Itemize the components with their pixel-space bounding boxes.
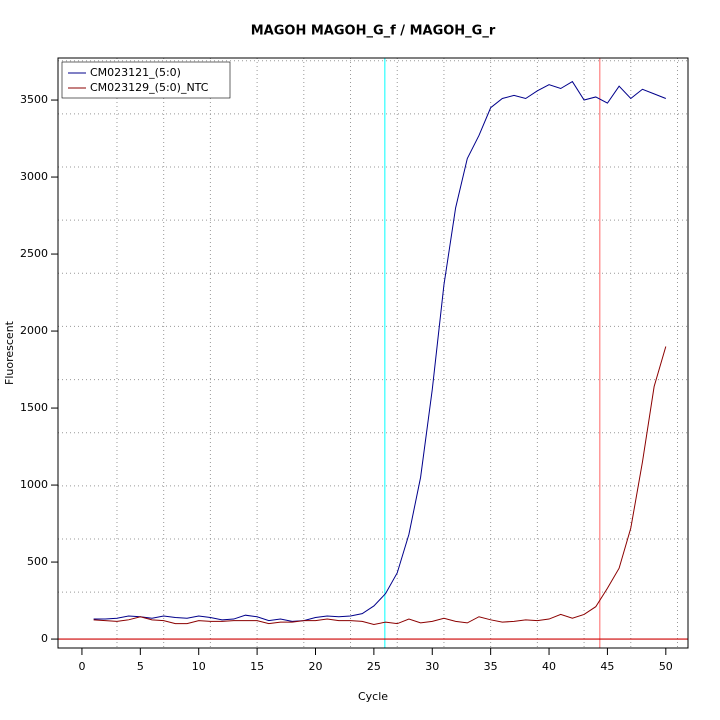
- legend-label: CM023129_(5:0)_NTC: [90, 81, 209, 94]
- x-tick-label: 30: [425, 660, 439, 673]
- series-line: [93, 346, 667, 625]
- x-axis-label: Cycle: [358, 690, 388, 703]
- legend-box: [61, 61, 231, 99]
- x-tick-label: 20: [308, 660, 322, 673]
- x-tick-label: 40: [542, 660, 556, 673]
- y-tick-label: 500: [27, 555, 48, 568]
- x-tick-label: 10: [192, 660, 206, 673]
- x-tick-label: 5: [137, 660, 144, 673]
- x-tick-label: 15: [250, 660, 264, 673]
- legend-label: CM023121_(5:0): [90, 66, 181, 79]
- x-tick-label: 25: [367, 660, 381, 673]
- y-axis-label: Fluorescent: [3, 320, 16, 385]
- y-tick-label: 2000: [20, 324, 48, 337]
- x-tick-label: 45: [600, 660, 614, 673]
- y-tick-label: 3000: [20, 170, 48, 183]
- x-tick-label: 50: [659, 660, 673, 673]
- x-tick-label: 0: [78, 660, 85, 673]
- plot-frame: [57, 57, 689, 649]
- y-tick-label: 3500: [20, 93, 48, 106]
- chart-title: MAGOH MAGOH_G_f / MAGOH_G_r: [251, 24, 496, 39]
- y-tick-label: 1500: [20, 401, 48, 414]
- series-line: [93, 80, 666, 622]
- y-tick-label: 1000: [20, 478, 48, 491]
- x-tick-label: 35: [484, 660, 498, 673]
- y-tick-label: 0: [41, 632, 48, 645]
- y-tick-label: 2500: [20, 247, 48, 260]
